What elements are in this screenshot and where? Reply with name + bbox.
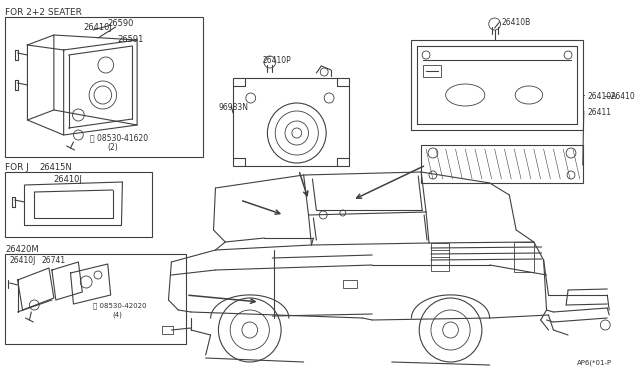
Text: 26410P: 26410P xyxy=(262,56,291,65)
Text: 26410J: 26410J xyxy=(10,256,36,265)
Text: 26741: 26741 xyxy=(41,256,65,265)
Bar xyxy=(421,145,583,183)
Text: FOR 2+2 SEATER: FOR 2+2 SEATER xyxy=(5,8,82,17)
Text: 96983N: 96983N xyxy=(218,103,248,112)
Text: 26591: 26591 xyxy=(118,35,144,44)
Bar xyxy=(162,326,173,334)
Text: 26590: 26590 xyxy=(108,19,134,28)
Text: (2): (2) xyxy=(108,143,118,152)
Text: —26410: —26410 xyxy=(604,92,635,101)
Text: AP6(*01-P: AP6(*01-P xyxy=(577,360,612,366)
Text: 26420M: 26420M xyxy=(5,245,38,254)
Text: 26410A: 26410A xyxy=(588,92,617,101)
Text: 26415N: 26415N xyxy=(39,163,72,172)
Bar xyxy=(5,17,203,157)
Bar xyxy=(431,243,449,271)
Bar xyxy=(423,65,441,77)
Bar xyxy=(514,242,534,272)
Bar xyxy=(412,40,583,130)
Text: FOR J: FOR J xyxy=(5,163,29,172)
Bar xyxy=(343,280,356,288)
Bar xyxy=(5,254,186,344)
Text: (4): (4) xyxy=(113,312,122,318)
Text: 26410J: 26410J xyxy=(54,175,83,184)
Text: 26411: 26411 xyxy=(588,108,612,117)
Text: 26410B: 26410B xyxy=(502,18,531,27)
Text: 26410J: 26410J xyxy=(83,23,112,32)
Bar xyxy=(5,172,152,237)
Text: Ⓢ 08530-42020: Ⓢ 08530-42020 xyxy=(93,302,147,309)
Text: Ⓢ 08530-41620: Ⓢ 08530-41620 xyxy=(90,133,148,142)
Bar xyxy=(233,78,349,166)
